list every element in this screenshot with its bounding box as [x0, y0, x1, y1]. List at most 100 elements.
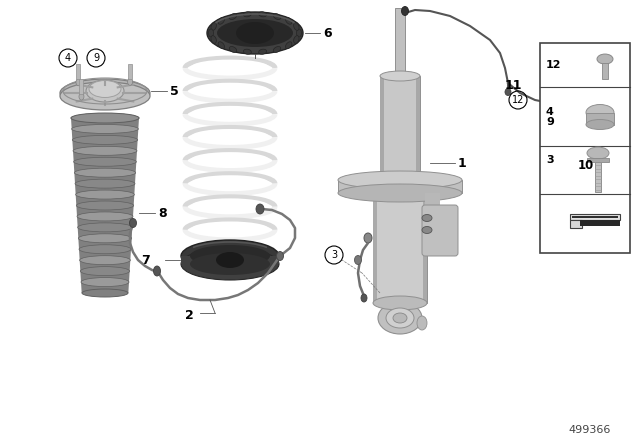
Ellipse shape: [71, 113, 139, 122]
Polygon shape: [425, 193, 440, 208]
Polygon shape: [71, 118, 139, 129]
Ellipse shape: [216, 252, 244, 268]
Text: 3: 3: [331, 250, 337, 260]
Polygon shape: [79, 260, 131, 271]
Ellipse shape: [211, 36, 216, 43]
Polygon shape: [587, 158, 609, 162]
Ellipse shape: [586, 104, 614, 121]
Text: 499366: 499366: [569, 425, 611, 435]
Ellipse shape: [79, 245, 131, 254]
Ellipse shape: [229, 47, 237, 52]
Ellipse shape: [79, 256, 131, 265]
Ellipse shape: [217, 19, 293, 47]
Text: 6: 6: [323, 26, 332, 39]
Ellipse shape: [355, 255, 362, 264]
Polygon shape: [595, 162, 601, 192]
Ellipse shape: [72, 135, 138, 144]
Polygon shape: [338, 180, 462, 186]
Polygon shape: [416, 76, 420, 186]
Ellipse shape: [75, 179, 135, 188]
Text: 1: 1: [458, 156, 467, 169]
Ellipse shape: [285, 42, 292, 49]
FancyBboxPatch shape: [422, 205, 458, 256]
Ellipse shape: [207, 12, 303, 54]
Ellipse shape: [127, 78, 132, 85]
Ellipse shape: [361, 294, 367, 302]
Polygon shape: [572, 215, 618, 218]
Polygon shape: [395, 8, 405, 76]
Polygon shape: [79, 249, 131, 260]
Ellipse shape: [386, 308, 414, 328]
Polygon shape: [81, 271, 130, 282]
Ellipse shape: [338, 184, 462, 202]
Ellipse shape: [60, 82, 150, 110]
Text: 4: 4: [65, 53, 71, 63]
Polygon shape: [373, 193, 427, 303]
Ellipse shape: [154, 266, 161, 276]
FancyBboxPatch shape: [540, 43, 630, 253]
Ellipse shape: [190, 253, 270, 275]
Ellipse shape: [422, 215, 432, 221]
Ellipse shape: [586, 120, 614, 129]
Ellipse shape: [74, 168, 136, 177]
Ellipse shape: [60, 79, 150, 107]
Polygon shape: [77, 216, 133, 228]
Polygon shape: [75, 184, 135, 194]
Ellipse shape: [256, 204, 264, 214]
Polygon shape: [74, 172, 136, 184]
Polygon shape: [77, 228, 132, 238]
Polygon shape: [570, 220, 582, 228]
Ellipse shape: [89, 81, 121, 98]
Ellipse shape: [181, 248, 279, 280]
Polygon shape: [602, 63, 608, 79]
Ellipse shape: [76, 190, 134, 199]
Polygon shape: [73, 151, 137, 162]
FancyBboxPatch shape: [582, 143, 604, 163]
Text: 9: 9: [93, 53, 99, 63]
Polygon shape: [76, 194, 134, 206]
Polygon shape: [78, 238, 132, 249]
Ellipse shape: [86, 80, 124, 102]
Ellipse shape: [273, 47, 281, 52]
Ellipse shape: [236, 22, 274, 44]
Polygon shape: [380, 76, 384, 186]
Ellipse shape: [229, 13, 237, 20]
Polygon shape: [72, 129, 138, 140]
Ellipse shape: [218, 17, 225, 24]
Text: 10: 10: [578, 159, 595, 172]
Text: 12: 12: [512, 95, 524, 105]
Ellipse shape: [338, 171, 462, 189]
Ellipse shape: [77, 223, 132, 232]
Ellipse shape: [285, 17, 292, 24]
Polygon shape: [76, 64, 81, 79]
Ellipse shape: [276, 251, 284, 260]
Ellipse shape: [259, 49, 267, 54]
Ellipse shape: [259, 12, 267, 17]
Text: 12: 12: [546, 60, 561, 70]
Polygon shape: [580, 220, 620, 226]
Text: 8: 8: [158, 207, 166, 220]
Ellipse shape: [72, 125, 138, 134]
Text: 11: 11: [505, 78, 522, 91]
Polygon shape: [128, 64, 132, 79]
Ellipse shape: [505, 89, 511, 95]
Text: 9: 9: [546, 116, 554, 126]
Ellipse shape: [243, 12, 252, 17]
Ellipse shape: [393, 313, 407, 323]
Ellipse shape: [129, 219, 136, 228]
Ellipse shape: [373, 296, 427, 310]
Text: 7: 7: [141, 254, 150, 267]
Ellipse shape: [71, 113, 139, 123]
Ellipse shape: [296, 29, 301, 37]
Text: 5: 5: [170, 85, 179, 98]
Ellipse shape: [243, 49, 252, 54]
Ellipse shape: [74, 157, 136, 166]
Ellipse shape: [209, 29, 214, 37]
Ellipse shape: [76, 201, 134, 210]
Ellipse shape: [181, 240, 279, 272]
Ellipse shape: [294, 23, 299, 30]
Polygon shape: [338, 180, 462, 193]
Ellipse shape: [211, 23, 216, 30]
Polygon shape: [72, 140, 138, 151]
Ellipse shape: [417, 316, 427, 330]
